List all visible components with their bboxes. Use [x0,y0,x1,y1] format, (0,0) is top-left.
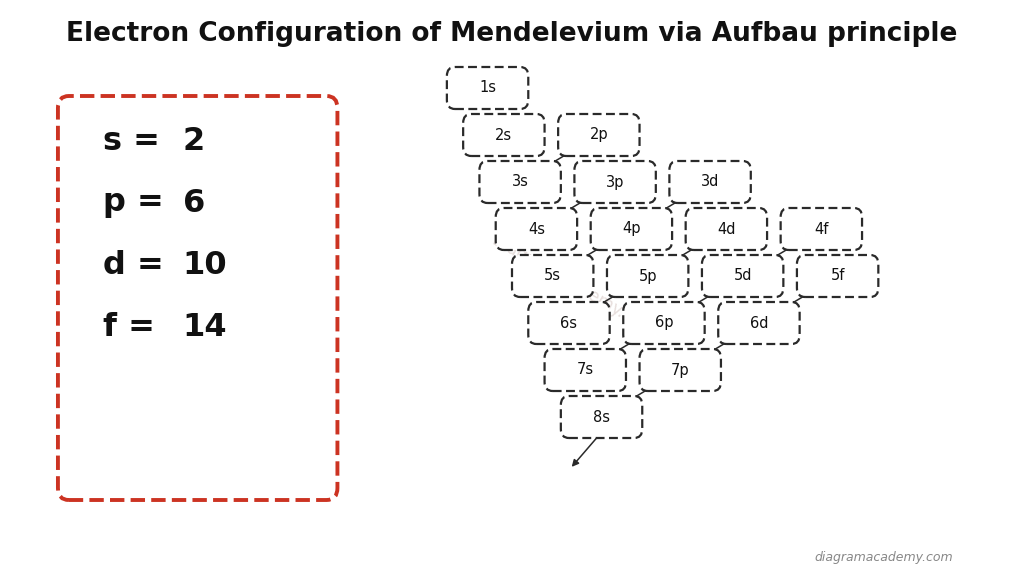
Text: f =: f = [103,313,166,343]
FancyBboxPatch shape [670,161,751,203]
FancyBboxPatch shape [512,255,593,297]
Text: 8s: 8s [593,410,610,425]
FancyBboxPatch shape [686,208,767,250]
Text: d =: d = [103,251,175,282]
Text: 5s: 5s [544,268,561,283]
Text: 7s: 7s [577,362,594,377]
Text: 4p: 4p [623,222,641,237]
Text: 6s: 6s [560,316,578,331]
Text: 2s: 2s [496,127,512,142]
Text: 5d: 5d [733,268,752,283]
Text: Diagramacademy.com: Diagramacademy.com [488,232,658,340]
FancyBboxPatch shape [528,302,609,344]
Text: 6: 6 [182,188,205,218]
Text: s =: s = [103,126,171,157]
FancyBboxPatch shape [797,255,879,297]
FancyBboxPatch shape [479,161,561,203]
Text: 5f: 5f [830,268,845,283]
Text: diagramacademy.com: diagramacademy.com [815,551,953,564]
Text: 2p: 2p [590,127,608,142]
Text: 4d: 4d [717,222,735,237]
FancyBboxPatch shape [624,302,705,344]
FancyBboxPatch shape [545,349,626,391]
Text: 1s: 1s [479,81,496,96]
Text: 4s: 4s [528,222,545,237]
FancyBboxPatch shape [640,349,721,391]
Text: 7p: 7p [671,362,689,377]
Text: 4f: 4f [814,222,828,237]
FancyBboxPatch shape [558,114,640,156]
Text: 6d: 6d [750,316,768,331]
FancyBboxPatch shape [496,208,578,250]
Text: 3d: 3d [700,175,719,190]
FancyBboxPatch shape [58,96,338,500]
Text: 14: 14 [182,313,227,343]
Text: 5p: 5p [638,268,657,283]
FancyBboxPatch shape [446,67,528,109]
FancyBboxPatch shape [574,161,655,203]
Text: 2: 2 [182,126,205,157]
FancyBboxPatch shape [463,114,545,156]
Text: 6p: 6p [654,316,673,331]
FancyBboxPatch shape [607,255,688,297]
Text: 3p: 3p [606,175,625,190]
Text: Electron Configuration of Mendelevium via Aufbau principle: Electron Configuration of Mendelevium vi… [67,21,957,47]
FancyBboxPatch shape [718,302,800,344]
FancyBboxPatch shape [701,255,783,297]
FancyBboxPatch shape [561,396,642,438]
Text: 10: 10 [182,251,227,282]
Text: p =: p = [103,188,175,218]
FancyBboxPatch shape [591,208,672,250]
Text: 3s: 3s [512,175,528,190]
FancyBboxPatch shape [780,208,862,250]
